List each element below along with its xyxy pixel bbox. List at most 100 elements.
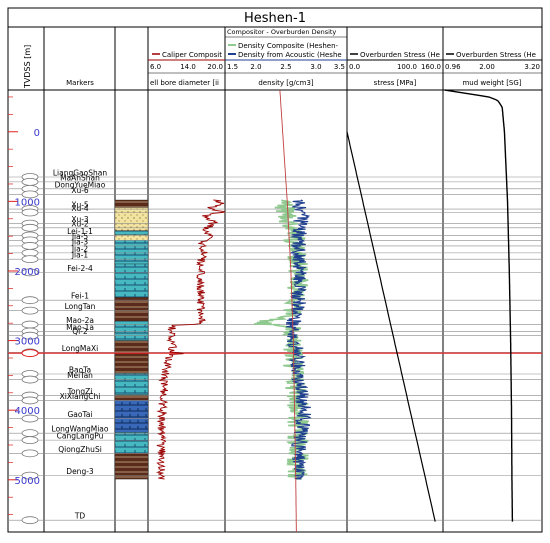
marker-label: Xu-3 xyxy=(71,215,89,224)
log-curves xyxy=(155,89,514,533)
marker-label: MeiTan xyxy=(67,371,93,380)
density-overburden-curve xyxy=(279,89,297,533)
mudweight-scale-min: 0.96 xyxy=(445,63,461,71)
lithology-bed xyxy=(114,400,149,433)
depth-tick-label: 0 xyxy=(34,128,40,139)
marker-tag xyxy=(21,268,39,277)
mudweight-curve-label: Overburden Stress (He xyxy=(456,51,536,59)
caliper-header: Caliper Composit 6.0 14.0 20.0 ell bore … xyxy=(148,51,225,87)
marker-tag xyxy=(21,414,39,423)
marker-tag xyxy=(21,306,39,315)
marker-label: TD xyxy=(74,512,86,521)
marker-label: Xu-5 xyxy=(71,201,89,210)
lithology-bed xyxy=(114,230,149,235)
stress-scale-mid: 100.0 xyxy=(397,63,417,71)
marker-tag xyxy=(21,429,39,438)
density-legend-composite: Density Composite (Heshen- xyxy=(238,42,339,50)
caliper-scale-mid: 14.0 xyxy=(180,63,196,71)
density-acoustic-curve xyxy=(285,199,312,480)
marker-label: XiXiangChi xyxy=(60,392,101,401)
marker-label: Xu-4 xyxy=(71,204,89,213)
marker-tag xyxy=(21,208,39,217)
density-scale-3: 2.5 xyxy=(280,63,291,71)
lithology-bed xyxy=(114,199,149,208)
chart-title: Heshen-1 xyxy=(244,11,306,26)
marker-label: QiongZhuSi xyxy=(58,445,102,454)
stress-scale-min: 0.0 xyxy=(349,63,360,71)
stress-curve-label: Overburden Stress (He xyxy=(360,51,440,59)
lithology-bed xyxy=(114,207,149,231)
density-header: Compositor - Overburden Density Density … xyxy=(225,28,347,87)
marker-tag xyxy=(21,223,39,232)
marker-label: CangLangPu xyxy=(57,432,104,441)
marker-label: TongZi xyxy=(67,387,93,396)
stress-header: Overburden Stress (He 0.0 100.0 160.0 st… xyxy=(347,51,443,87)
depth-tick-label: 1000 xyxy=(15,197,40,208)
marker-tag xyxy=(21,296,39,305)
caliper-curve xyxy=(155,199,226,480)
lithology-bed xyxy=(114,340,149,354)
outer-frame xyxy=(7,7,543,533)
marker-tag xyxy=(21,242,39,250)
density-legend-acoustic: Density from Acoustic (Heshe xyxy=(238,51,342,59)
marker-tag xyxy=(21,190,39,199)
density-scale-2: 2.0 xyxy=(250,63,261,71)
marker-label: Jia-1 xyxy=(71,251,89,260)
density-scale-5: 3.5 xyxy=(334,63,345,71)
marker-label: Fei-2-4 xyxy=(67,264,93,273)
caliper-curve-label: Caliper Composit xyxy=(162,51,222,59)
highlight-tag xyxy=(21,349,39,358)
density-scale-1: 1.5 xyxy=(227,63,238,71)
markers-header: Markers xyxy=(66,79,94,87)
caliper-scale-max: 20.0 xyxy=(207,63,223,71)
marker-label: Xu-2 xyxy=(71,219,89,228)
marker-tag xyxy=(21,471,39,480)
lithology-bed xyxy=(114,432,149,454)
marker-tag xyxy=(21,436,39,445)
depth-tick-label: 2000 xyxy=(15,267,40,278)
mudweight-scale-mid: 2.00 xyxy=(479,63,495,71)
density-scale-4: 3.0 xyxy=(310,63,321,71)
mudweight-scale-max: 3.20 xyxy=(524,63,540,71)
mudweight-curve xyxy=(444,89,514,522)
marker-label: LiangGaoShan xyxy=(53,169,107,178)
marker-tag xyxy=(21,177,39,186)
marker-label: BaoTa xyxy=(69,365,91,374)
density-unit-label: density [g/cm3] xyxy=(258,79,314,87)
lithology-bed xyxy=(114,453,149,480)
marker-label: Lei-1-1 xyxy=(67,227,93,236)
marker-label: LongWangMiao xyxy=(52,425,109,434)
marker-tag xyxy=(21,320,39,329)
marker-tag xyxy=(21,331,39,340)
marker-label: Fei-1 xyxy=(71,292,89,301)
marker-tag xyxy=(21,396,39,405)
caliper-scale-min: 6.0 xyxy=(150,63,161,71)
depth-tick-label: 5000 xyxy=(15,476,40,487)
depth-axis: 0 1000 2000 3000 4000 5000 xyxy=(8,96,40,515)
marker-label: DongYueMiao xyxy=(55,180,106,189)
marker-label: LongMaXi xyxy=(62,344,98,353)
marker-tag xyxy=(21,516,39,525)
depth-axis-label: TVDSS [m] xyxy=(23,45,32,89)
marker-label: GaoTai xyxy=(67,410,92,419)
marker-label: Qi-2 xyxy=(72,327,88,336)
marker-label: Xu-6 xyxy=(71,186,89,195)
stress-curve xyxy=(346,131,436,522)
marker-label: Jia-2 xyxy=(71,244,89,253)
lithology-bed xyxy=(114,297,149,322)
marker-label: Mao-2a xyxy=(66,316,94,325)
lithology-bed xyxy=(114,263,149,298)
caliper-unit-label: ell bore diameter [ii xyxy=(150,79,219,87)
lithology-bed xyxy=(114,240,149,265)
stress-scale-max: 160.0 xyxy=(421,63,441,71)
lithology-column xyxy=(114,199,149,480)
mudweight-header: Overburden Stress (He 0.96 2.00 3.20 mud… xyxy=(443,51,542,87)
marker-label: Jia-3 xyxy=(71,237,89,246)
marker-label: MaAnShan xyxy=(60,173,100,182)
depth-tick-label: 3000 xyxy=(15,337,40,348)
marker-label: Mao-1a xyxy=(66,323,94,332)
depth-tick-label: 4000 xyxy=(15,406,40,417)
marker-tag xyxy=(21,449,39,458)
